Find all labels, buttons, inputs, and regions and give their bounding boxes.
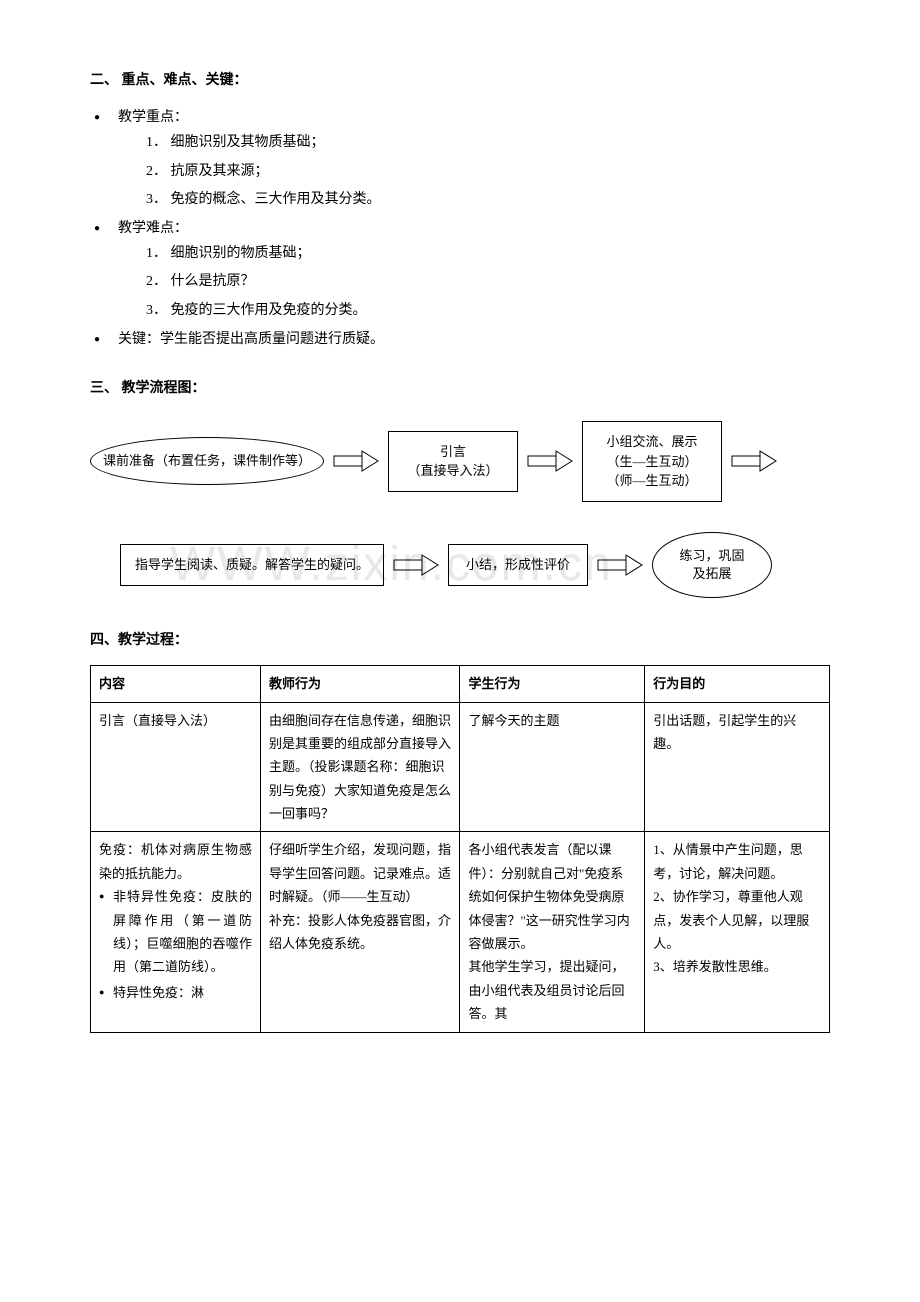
subitem: 3． 免疫的三大作用及免疫的分类。	[146, 298, 830, 323]
list-item: 教学难点： 1． 细胞识别的物质基础； 2． 什么是抗原？ 3． 免疫的三大作用…	[118, 216, 830, 323]
arrow-icon	[392, 553, 440, 577]
cell-content: 引言（直接导入法）	[91, 702, 261, 832]
cell-teacher: 仔细听学生介绍，发现问题，指导学生回答问题。记录难点。适时解疑。（师——生互动）…	[260, 832, 460, 1032]
intro-text: 免疫：机体对病原生物感染的抵抗能力。	[99, 838, 252, 885]
cell-student: 各小组代表发言（配以课件）：分别就自己对"免疫系统如何保护生物体免受病原体侵害？…	[460, 832, 645, 1032]
subitem: 2． 什么是抗原？	[146, 269, 830, 294]
table-row: 引言（直接导入法） 由细胞间存在信息传递，细胞识别是其重要的组成部分直接导入主题…	[91, 702, 830, 832]
section2-title: 二、 重点、难点、关键：	[90, 68, 830, 93]
node-text: 练习，巩固	[665, 547, 759, 565]
node-text: （师—生互动）	[597, 471, 707, 491]
col-header: 内容	[91, 666, 261, 702]
col-header: 学生行为	[460, 666, 645, 702]
cell-purpose: 引出话题，引起学生的兴趣。	[645, 702, 830, 832]
flow-node-intro: 引言 （直接导入法）	[388, 431, 518, 492]
list-item: 关键：学生能否提出高质量问题进行质疑。	[118, 327, 830, 352]
subitem: 1． 细胞识别及其物质基础；	[146, 130, 830, 155]
cell-purpose: 1、从情景中产生问题，思考，讨论，解决问题。 2、协作学习，尊重他人观点，发表个…	[645, 832, 830, 1032]
teaching-process-table: 内容 教师行为 学生行为 行为目的 引言（直接导入法） 由细胞间存在信息传递，细…	[90, 665, 830, 1032]
subitem: 3． 免疫的概念、三大作用及其分类。	[146, 187, 830, 212]
subitem: 1． 细胞识别的物质基础；	[146, 241, 830, 266]
col-header: 行为目的	[645, 666, 830, 702]
cell-content: 免疫：机体对病原生物感染的抵抗能力。 非特异性免疫：皮肤的屏障作用（第一道防线）…	[91, 832, 261, 1032]
flow-node-group: 小组交流、展示 （生—生互动） （师—生互动）	[582, 421, 722, 502]
item-label: 教学难点：	[118, 221, 188, 236]
arrow-icon	[596, 553, 644, 577]
node-text: 小组交流、展示	[597, 432, 707, 452]
table-header-row: 内容 教师行为 学生行为 行为目的	[91, 666, 830, 702]
sublist: 1． 细胞识别的物质基础； 2． 什么是抗原？ 3． 免疫的三大作用及免疫的分类…	[118, 241, 830, 323]
list-item: 特异性免疫：淋	[113, 981, 252, 1004]
arrow-icon	[730, 449, 778, 473]
col-header: 教师行为	[260, 666, 460, 702]
flow-row-2: 指导学生阅读、质疑。解答学生的疑问。 小结，形成性评价 练习，巩固 及拓展	[120, 532, 830, 598]
item-label: 教学重点：	[118, 110, 188, 125]
item-label: 关键：学生能否提出高质量问题进行质疑。	[118, 332, 384, 347]
flowchart: 课前准备（布置任务，课件制作等） 引言 （直接导入法） 小组交流、展示 （生—生…	[90, 421, 830, 598]
immune-list: 非特异性免疫：皮肤的屏障作用（第一道防线）；巨噬细胞的吞噬作用（第二道防线）。 …	[99, 885, 252, 1004]
sublist: 1． 细胞识别及其物质基础； 2． 抗原及其来源； 3． 免疫的概念、三大作用及…	[118, 130, 830, 212]
subitem: 2． 抗原及其来源；	[146, 159, 830, 184]
table-row: 免疫：机体对病原生物感染的抵抗能力。 非特异性免疫：皮肤的屏障作用（第一道防线）…	[91, 832, 830, 1032]
arrow-icon	[332, 449, 380, 473]
node-text: （直接导入法）	[403, 461, 503, 481]
flow-row-1: 课前准备（布置任务，课件制作等） 引言 （直接导入法） 小组交流、展示 （生—生…	[90, 421, 830, 502]
list-item: 非特异性免疫：皮肤的屏障作用（第一道防线）；巨噬细胞的吞噬作用（第二道防线）。	[113, 885, 252, 979]
node-text: （生—生互动）	[597, 452, 707, 472]
flow-node-summary: 小结，形成性评价	[448, 544, 588, 586]
flow-node-prep: 课前准备（布置任务，课件制作等）	[90, 437, 324, 485]
flow-node-practice: 练习，巩固 及拓展	[652, 532, 772, 598]
arrow-icon	[526, 449, 574, 473]
cell-student: 了解今天的主题	[460, 702, 645, 832]
node-text: 及拓展	[665, 565, 759, 583]
document-content: 二、 重点、难点、关键： 教学重点： 1． 细胞识别及其物质基础； 2． 抗原及…	[90, 68, 830, 1033]
node-text: 引言	[403, 442, 503, 462]
section4-title: 四、教学过程：	[90, 628, 830, 653]
cell-teacher: 由细胞间存在信息传递，细胞识别是其重要的组成部分直接导入主题。（投影课题名称：细…	[260, 702, 460, 832]
list-item: 教学重点： 1． 细胞识别及其物质基础； 2． 抗原及其来源； 3． 免疫的概念…	[118, 105, 830, 212]
section2-list: 教学重点： 1． 细胞识别及其物质基础； 2． 抗原及其来源； 3． 免疫的概念…	[90, 105, 830, 352]
flow-node-guide: 指导学生阅读、质疑。解答学生的疑问。	[120, 544, 384, 586]
section3-title: 三、 教学流程图：	[90, 376, 830, 401]
